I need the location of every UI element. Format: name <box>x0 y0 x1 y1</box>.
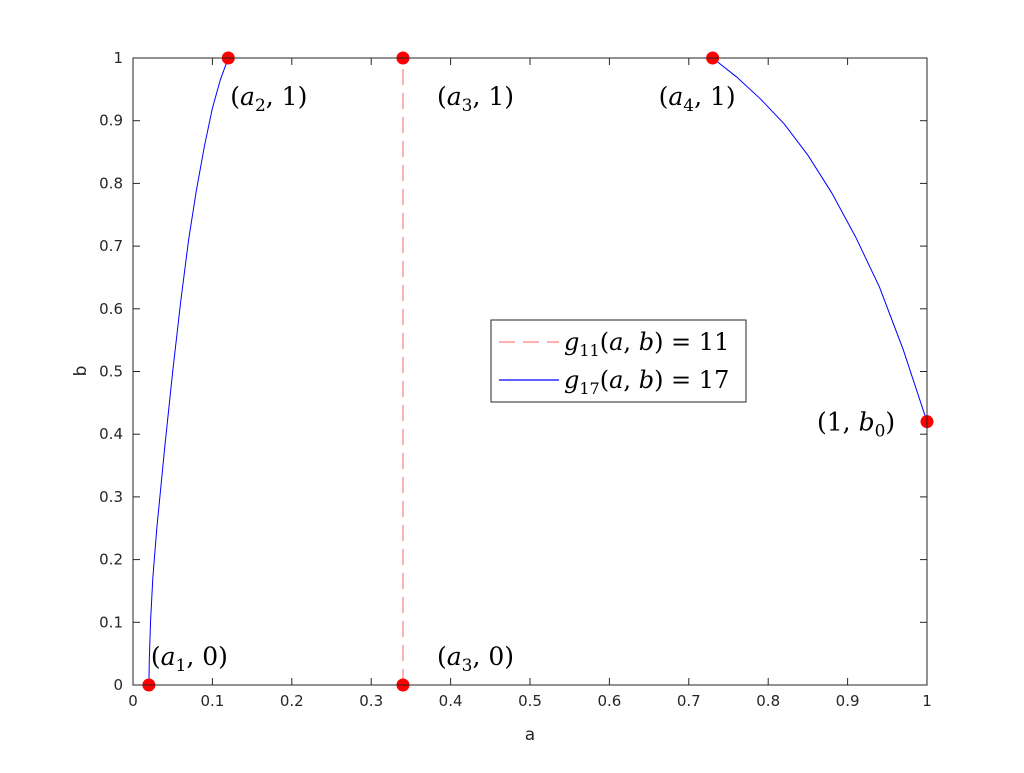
legend-box <box>490 319 747 403</box>
x-tick-label: 0.1 <box>200 692 224 710</box>
legend-entry-0: g11(a, b) = 11 <box>564 328 729 360</box>
x-tick-label: 0.9 <box>836 692 860 710</box>
point-label-5: (1, b0​) <box>817 408 895 442</box>
series-line-g17-segment-1 <box>712 57 928 422</box>
annotation-layer: (a1​, 0) (a2​, 1) (a3​, 1) (a3​, 0) (a4​, 1)… <box>151 82 895 676</box>
y-tick-label: 0.1 <box>99 613 123 631</box>
x-tick-label: 0.4 <box>439 692 463 710</box>
point-label-3: (a3​, 0) <box>437 642 514 676</box>
x-tick-label: 0.6 <box>597 692 621 710</box>
y-tick-label: 0.3 <box>99 488 123 506</box>
x-tick-label: 0.5 <box>518 692 542 710</box>
legend-entry-1: g17(a, b) = 17 <box>564 366 729 398</box>
point-label-2: (a3​, 1) <box>437 82 514 116</box>
y-tick-label: 0 <box>113 676 123 694</box>
y-tick-label: 0.4 <box>99 425 123 443</box>
y-tick-label: 0.2 <box>99 551 123 569</box>
y-tick-label: 0.6 <box>99 300 123 318</box>
y-tick-label: 0.7 <box>99 237 123 255</box>
x-tick-label: 0.2 <box>280 692 304 710</box>
point-label-0: (a1​, 0) <box>151 642 228 676</box>
x-tick-label: 0.3 <box>359 692 383 710</box>
point-label-1: (a2​, 1) <box>230 82 307 116</box>
x-tick-label: 0.7 <box>677 692 701 710</box>
x-tick-label: 0 <box>128 692 138 710</box>
point-label-4: (a4​, 1) <box>659 82 736 116</box>
x-tick-label: 1 <box>922 692 932 710</box>
y-tick-label: 1 <box>113 49 123 67</box>
x-tick-label: 0.8 <box>756 692 780 710</box>
y-tick-label: 0.9 <box>99 112 123 130</box>
y-tick-label: 0.8 <box>99 174 123 192</box>
series-layer <box>148 57 928 686</box>
x-axis-label: a <box>525 725 535 745</box>
y-axis-label: b <box>71 366 91 377</box>
series-line-g17-segment-0 <box>148 57 229 686</box>
y-tick-label: 0.5 <box>99 363 123 381</box>
legend: g11(a, b) = 11 g17(a, b) = 17 <box>490 319 747 403</box>
ticks-layer: 0 0.1 0.2 0.3 0.4 0.5 0.6 0.7 0.8 0.9 1 0 0.1 0.2 0.3 0… <box>99 49 932 710</box>
